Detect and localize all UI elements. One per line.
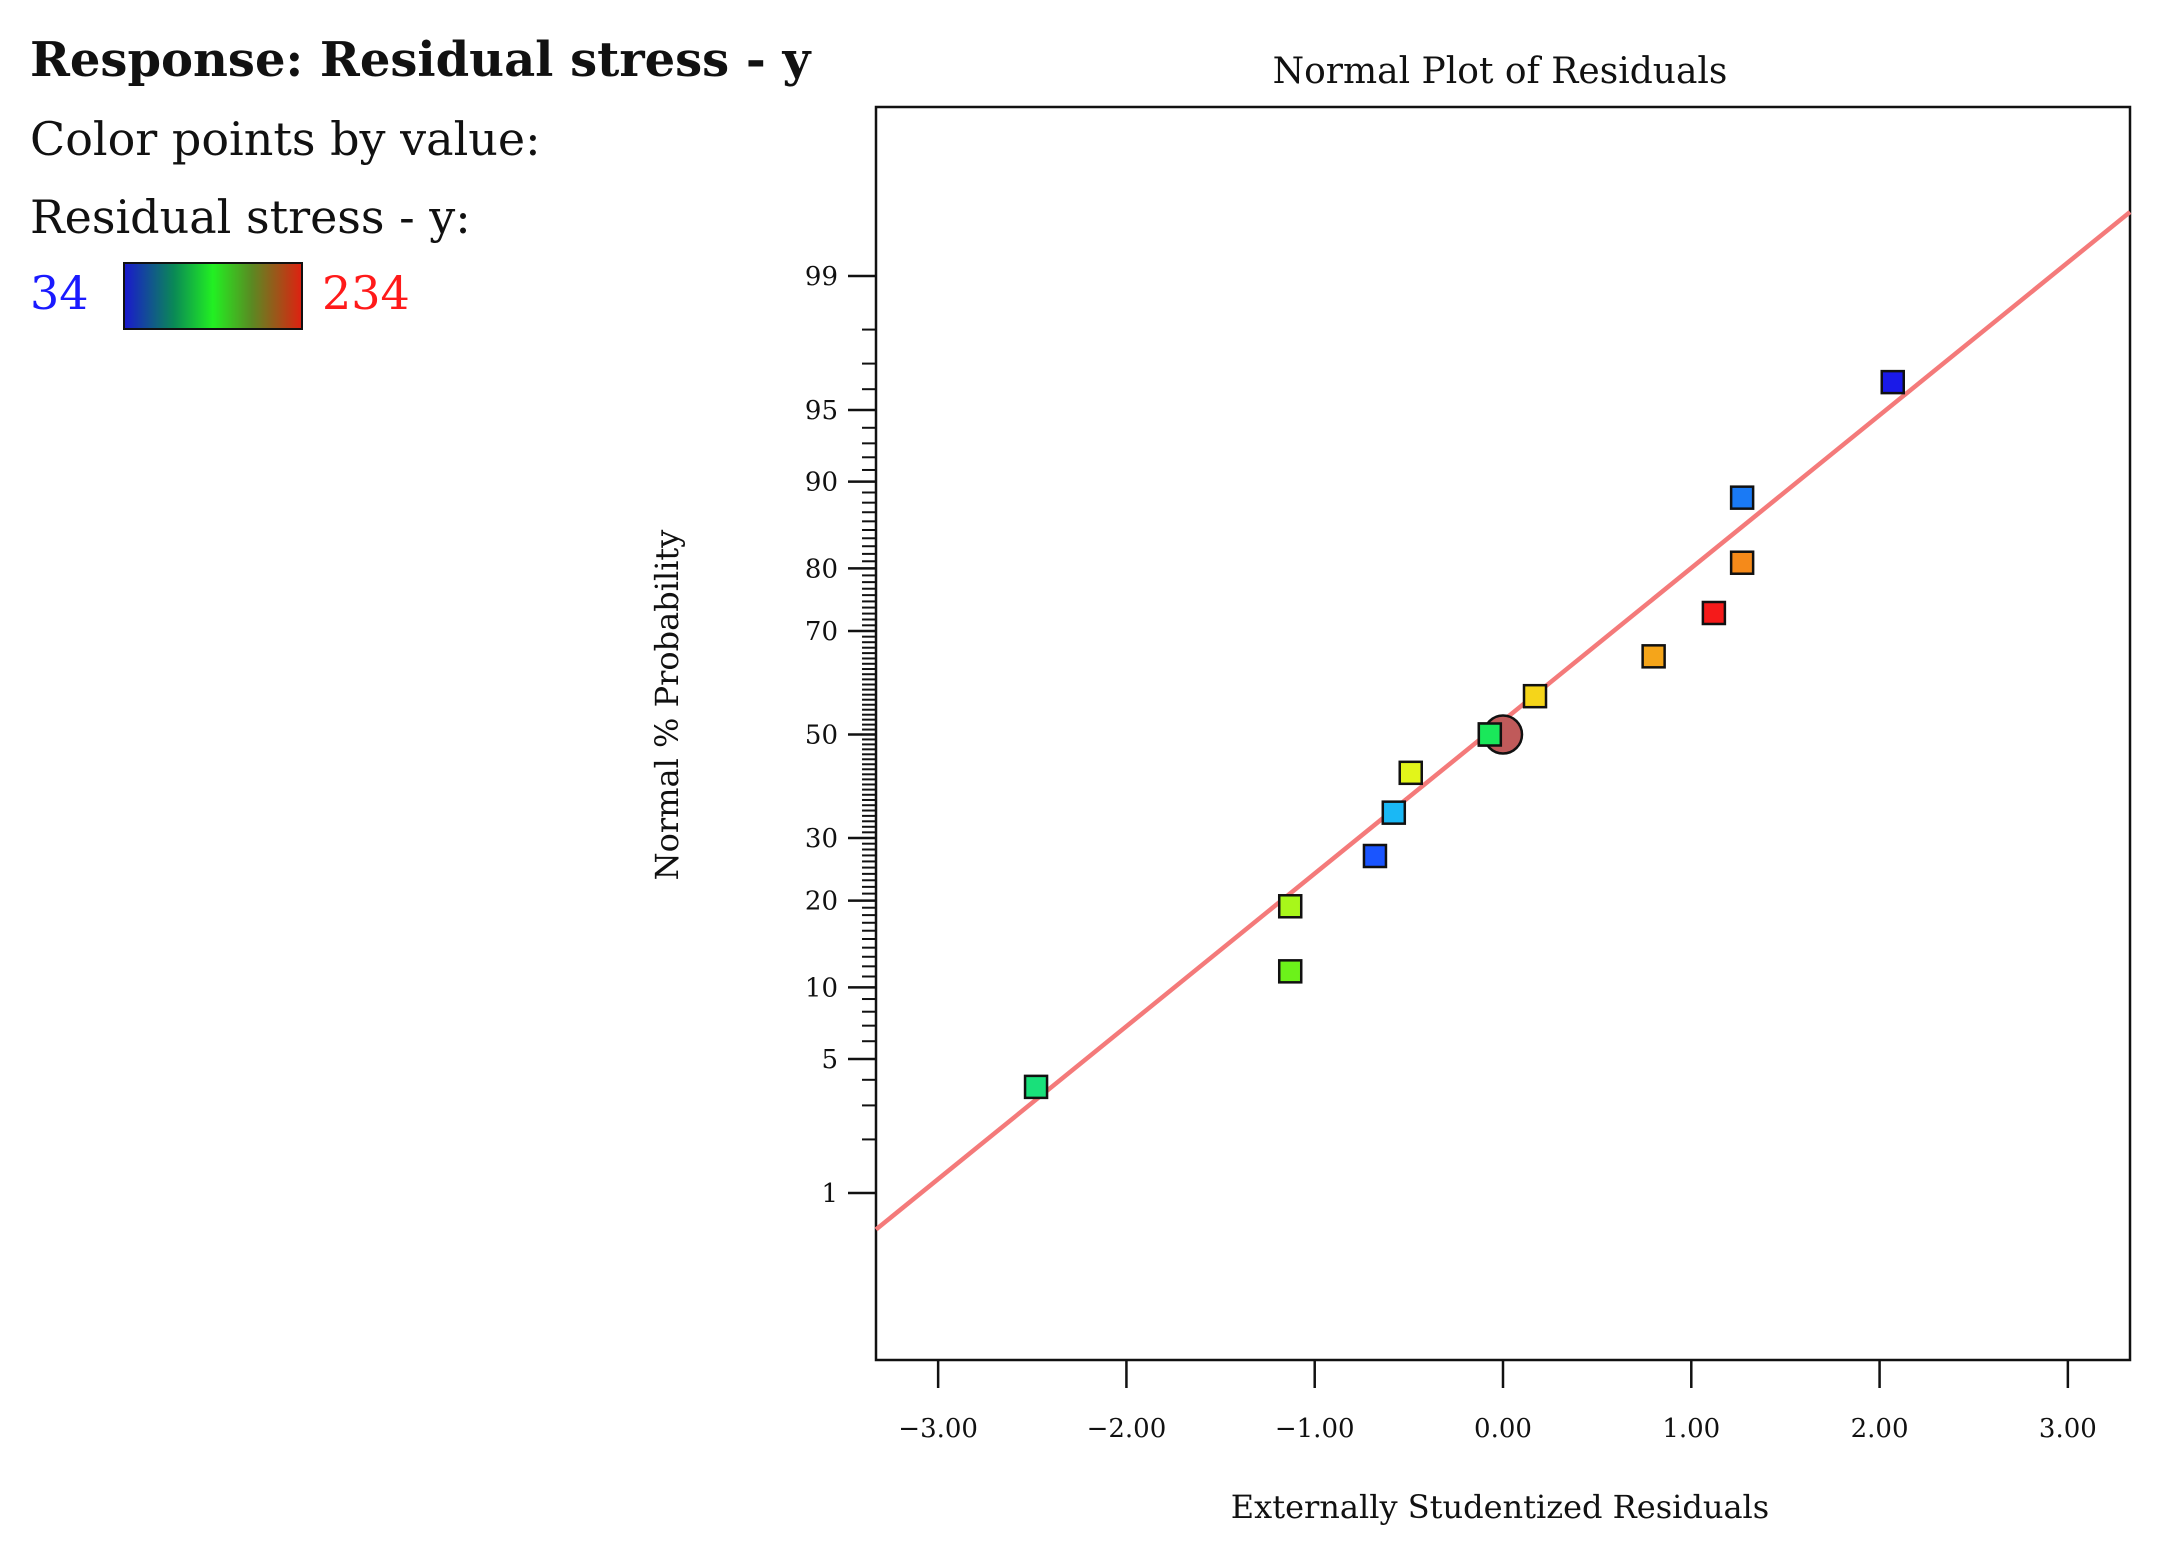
- residual-point: [1381, 800, 1407, 825]
- x-tick-label: −3.00: [898, 1414, 978, 1444]
- x-tick-label: 0.00: [1474, 1414, 1532, 1444]
- y-tick-label: 5: [821, 1045, 838, 1075]
- y-tick-label: 50: [805, 721, 838, 751]
- residual-point: [1701, 600, 1727, 626]
- x-axis: −3.00 −2.00 −1.00 0.00 1.00 2.00 3.00: [898, 1360, 2097, 1444]
- residual-point: [1880, 369, 1906, 395]
- y-tick-label: 80: [805, 554, 838, 584]
- y-tick-label: 30: [805, 824, 838, 854]
- y-minor-ticks: [862, 328, 876, 1141]
- response-label: Response: Residual stress - y: [30, 32, 811, 88]
- y-tick-label: 20: [805, 887, 838, 917]
- residual-point: [1362, 843, 1388, 869]
- y-tick-label: 10: [805, 973, 838, 1003]
- residual-point: [1277, 894, 1303, 919]
- residual-point: [1729, 485, 1755, 510]
- chart-title: Normal Plot of Residuals: [1273, 51, 1728, 92]
- y-tick-label: 90: [805, 468, 838, 498]
- y-tick-label: 70: [805, 617, 838, 647]
- color-points-label: Color points by value:: [30, 112, 541, 166]
- variable-label: Residual stress - y:: [30, 190, 471, 244]
- residual-point: [1641, 644, 1666, 669]
- residual-point: [1522, 683, 1548, 709]
- color-scale-max: 234: [322, 266, 410, 320]
- residual-point-overlay: [1477, 722, 1503, 747]
- x-tick-label: −1.00: [1275, 1414, 1355, 1444]
- x-tick-label: 2.00: [1851, 1414, 1909, 1444]
- x-tick-label: −2.00: [1087, 1414, 1167, 1444]
- color-legend: Response: Residual stress - y Color poin…: [30, 20, 810, 336]
- color-scale: 34 234: [30, 256, 810, 336]
- y-tick-label: 99: [805, 262, 838, 292]
- y-axis: 1 5 10 20 30 50 70 80 90 95 99: [805, 262, 876, 1209]
- residual-point: [1277, 959, 1303, 984]
- x-axis-label: Externally Studentized Residuals: [1231, 1488, 1769, 1526]
- y-axis-label: Normal % Probability: [648, 530, 686, 881]
- x-tick-label: 3.00: [2039, 1414, 2097, 1444]
- color-gradient-bar: [123, 262, 303, 330]
- residual-point: [1729, 550, 1755, 575]
- color-scale-min: 34: [30, 266, 89, 320]
- x-tick-label: 1.00: [1662, 1414, 1720, 1444]
- y-tick-label: 95: [805, 396, 838, 426]
- residual-point: [1398, 760, 1423, 786]
- data-points: [1023, 369, 1906, 1100]
- y-tick-label: 1: [821, 1179, 838, 1209]
- residual-point: [1023, 1074, 1049, 1100]
